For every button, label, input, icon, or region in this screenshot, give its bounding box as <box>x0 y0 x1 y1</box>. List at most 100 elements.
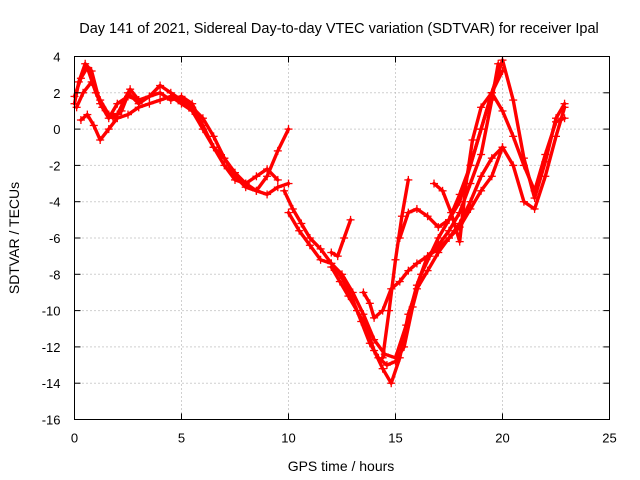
axis-ticks: 0 5 10 15 20 25 -16 -14 -12 -10 -8 -6 -4 -2 0 2 4 <box>42 50 617 446</box>
data-point <box>468 135 477 144</box>
data-point <box>263 190 272 199</box>
y-tick-label: 0 <box>53 122 60 137</box>
data-point <box>378 364 387 373</box>
data-point <box>231 168 239 177</box>
y-tick-label: 2 <box>53 86 60 101</box>
data-point <box>316 244 325 253</box>
x-tick-label: 0 <box>71 431 78 446</box>
data-point <box>519 161 528 170</box>
y-tick-label: -8 <box>49 267 61 282</box>
y-tick-label: -10 <box>42 304 61 319</box>
data-point <box>96 99 105 108</box>
series-track-3 <box>76 92 293 199</box>
x-tick-label: 5 <box>178 431 185 446</box>
data-point <box>434 223 443 232</box>
data-point <box>391 255 400 264</box>
data-point <box>295 226 304 235</box>
data-point <box>445 226 453 235</box>
data-point <box>361 321 370 330</box>
data-point <box>404 208 413 217</box>
chart-title: Day 141 of 2021, Sidereal Day-to-day VTE… <box>79 21 599 37</box>
data-point <box>498 106 507 115</box>
data-point <box>177 92 186 101</box>
data-point <box>134 96 143 105</box>
data-point <box>462 179 471 188</box>
data-point <box>89 121 98 130</box>
y-tick-label: -14 <box>42 376 61 391</box>
data-point <box>177 99 186 108</box>
y-tick-label: 4 <box>53 50 60 65</box>
series-track-6 <box>284 67 507 370</box>
data-point <box>498 143 507 152</box>
data-point <box>423 212 432 221</box>
data-point <box>404 266 413 275</box>
data-point <box>188 106 197 115</box>
data-point <box>156 96 165 105</box>
data-point <box>509 96 518 105</box>
data-point <box>477 125 486 134</box>
y-axis-label: SDTVAR / TECUs <box>6 182 22 294</box>
data-point <box>412 284 421 293</box>
data-point <box>76 116 85 125</box>
data-point <box>430 179 439 188</box>
data-point <box>124 92 132 101</box>
data-point <box>552 117 560 126</box>
data-point <box>87 67 96 76</box>
data-point <box>273 175 282 184</box>
grid-lines <box>74 56 610 420</box>
data-point <box>145 99 154 108</box>
series-track-10 <box>378 175 413 362</box>
data-point <box>477 186 486 195</box>
data-point <box>113 114 122 123</box>
data-point <box>96 135 105 144</box>
data-point <box>487 88 496 97</box>
data-point <box>305 234 314 242</box>
data-point <box>344 292 353 301</box>
data-point <box>509 132 518 141</box>
data-point <box>284 179 293 188</box>
series-track-11 <box>395 56 569 242</box>
data-point <box>395 353 404 362</box>
data-point <box>156 88 165 97</box>
data-point <box>487 154 496 163</box>
data-point <box>252 172 261 181</box>
data-point <box>412 204 421 213</box>
data-point <box>263 172 272 181</box>
data-point <box>327 248 336 257</box>
data-point <box>231 175 239 184</box>
data-point <box>447 208 456 217</box>
data-point <box>220 154 229 163</box>
data-point <box>487 172 496 181</box>
data-point <box>404 310 413 319</box>
data-point <box>530 204 539 213</box>
data-point <box>455 197 464 206</box>
x-axis-label: GPS time / hours <box>288 458 395 474</box>
data-point <box>335 277 344 286</box>
data-point <box>352 306 361 315</box>
data-point <box>188 99 197 108</box>
data-point <box>263 165 272 174</box>
x-tick-label: 25 <box>602 431 616 446</box>
data-point <box>509 161 518 170</box>
data-point <box>560 99 569 108</box>
data-point <box>370 313 379 322</box>
data-point <box>288 204 297 213</box>
data-point <box>81 59 90 68</box>
series-trace <box>329 218 353 258</box>
data-point <box>434 234 443 242</box>
series-track-8 <box>327 215 355 261</box>
data-point <box>530 194 539 203</box>
data-point <box>305 241 314 250</box>
data-point <box>370 346 379 355</box>
data-point <box>455 237 464 246</box>
data-point <box>530 186 539 195</box>
data-point <box>83 110 92 119</box>
data-point <box>466 197 475 206</box>
data-point <box>387 379 396 388</box>
series-trace <box>79 94 291 197</box>
y-tick-label: -4 <box>49 195 61 210</box>
data-point <box>297 219 306 228</box>
data-point <box>423 252 432 261</box>
data-point <box>145 92 154 101</box>
